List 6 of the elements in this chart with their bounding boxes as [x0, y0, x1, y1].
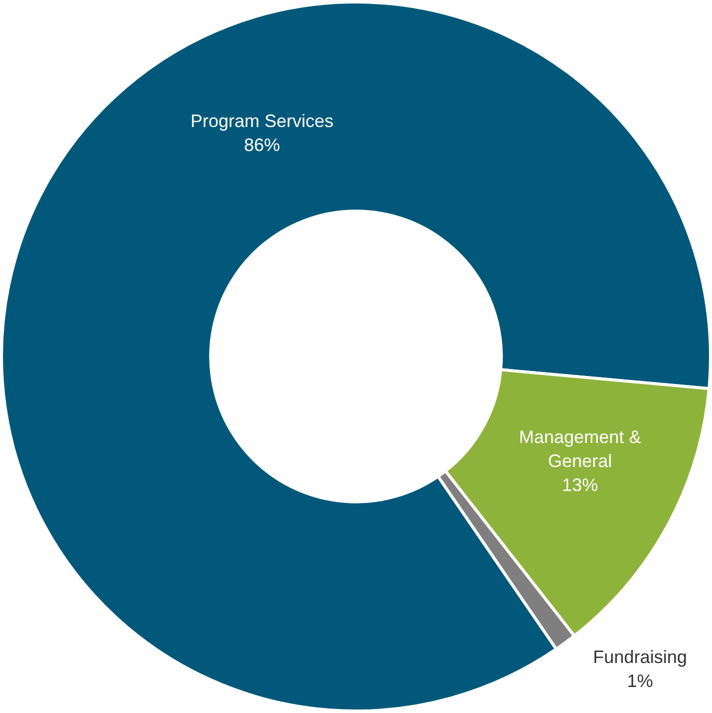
slice-label: Program Services: [190, 110, 334, 131]
slice-label: Management & General: [518, 426, 642, 471]
data-label: 13%: [562, 474, 598, 495]
data-label: 86%: [244, 134, 280, 155]
slice-label: Fundraising: [592, 646, 688, 667]
data-label: 1%: [626, 670, 654, 691]
